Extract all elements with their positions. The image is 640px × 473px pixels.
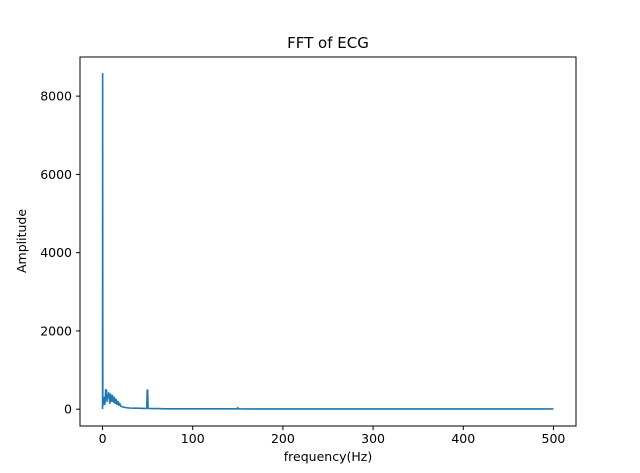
y-tick-label: 4000 [40, 245, 72, 260]
chart-title: FFT of ECG [287, 34, 369, 52]
x-tick-label: 400 [451, 431, 475, 446]
axes-frame [79, 56, 577, 427]
x-tick-label: 100 [181, 431, 205, 446]
x-axis: 0 100 200 300 400 500 [99, 426, 566, 446]
x-tick-label: 200 [271, 431, 295, 446]
y-tick-label: 6000 [40, 167, 72, 182]
y-axis-label: Amplitude [14, 209, 29, 273]
plot-area [101, 73, 554, 410]
x-axis-label: frequency(Hz) [284, 449, 372, 464]
y-tick-label: 0 [64, 402, 72, 417]
x-tick-label: 0 [99, 431, 107, 446]
series-line-0 [101, 73, 554, 410]
y-tick-label: 2000 [40, 323, 72, 338]
y-tick-label: 8000 [40, 89, 72, 104]
y-axis: 0 2000 4000 6000 8000 [40, 89, 80, 417]
x-tick-label: 500 [542, 431, 566, 446]
x-tick-label: 300 [361, 431, 385, 446]
